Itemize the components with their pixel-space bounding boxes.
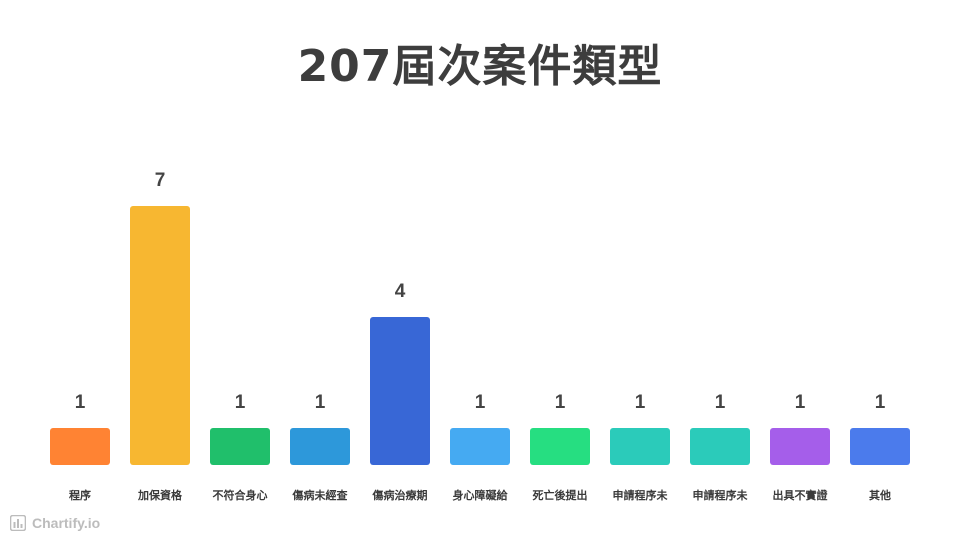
value-label-9: 1 xyxy=(715,392,726,413)
value-label-3: 1 xyxy=(235,392,246,413)
value-labels: 1 7 1 1 4 1 1 1 1 1 1 xyxy=(75,170,886,413)
bar-1 xyxy=(50,428,110,465)
watermark-text: Chartify.io xyxy=(32,515,101,531)
bar-3 xyxy=(210,428,270,465)
value-label-11: 1 xyxy=(875,392,886,413)
bar-chart-icon xyxy=(10,515,26,531)
category-label-8: 申請程序未 xyxy=(613,488,669,502)
value-label-4: 1 xyxy=(315,392,326,413)
bar-8 xyxy=(610,428,670,465)
value-label-2: 7 xyxy=(155,170,166,191)
value-label-10: 1 xyxy=(795,392,806,413)
value-label-8: 1 xyxy=(635,392,646,413)
category-label-11: 其他 xyxy=(869,488,891,502)
category-label-5: 傷病治療期 xyxy=(372,488,428,502)
bar-4 xyxy=(290,428,350,465)
watermark: Chartify.io xyxy=(10,515,100,531)
bar-10 xyxy=(770,428,830,465)
category-label-4: 傷病未經查 xyxy=(292,488,348,502)
value-label-7: 1 xyxy=(555,392,566,413)
bar-7 xyxy=(530,428,590,465)
chart-title: 207屆次案件類型 xyxy=(297,41,663,92)
category-label-2: 加保資格 xyxy=(137,488,183,502)
category-label-3: 不符合身心 xyxy=(213,488,268,502)
bar-5 xyxy=(370,317,430,465)
category-label-1: 程序 xyxy=(69,488,91,502)
value-label-6: 1 xyxy=(475,392,486,413)
bar-11 xyxy=(850,428,910,465)
category-label-10: 出具不實證 xyxy=(773,488,829,502)
value-label-5: 4 xyxy=(395,281,406,302)
value-label-1: 1 xyxy=(75,392,86,413)
bar-6 xyxy=(450,428,510,465)
category-labels: 程序 加保資格 不符合身心 傷病未經查 傷病治療期 身心障礙給 死亡後提出 申請程序未 申請程序… xyxy=(69,488,891,502)
category-label-9: 申請程序未 xyxy=(693,488,749,502)
bar-9 xyxy=(690,428,750,465)
category-label-7: 死亡後提出 xyxy=(533,488,588,502)
category-label-6: 身心障礙給 xyxy=(453,488,509,502)
bar-2 xyxy=(130,206,190,465)
bars-layer xyxy=(50,206,910,465)
